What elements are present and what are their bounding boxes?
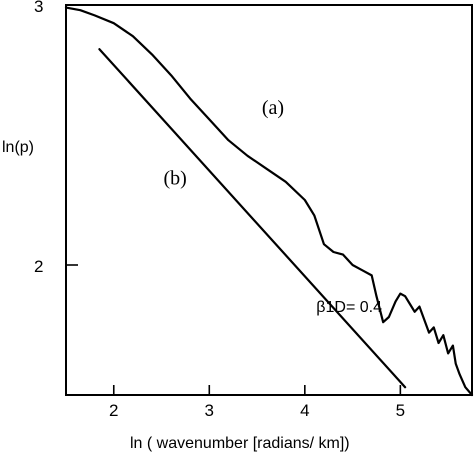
series-a-line — [64, 6, 474, 397]
y-tick-label: 3 — [34, 0, 43, 16]
annotation-b: (b) — [163, 167, 186, 189]
x-tick-label: 5 — [396, 401, 405, 420]
x-tick-label: 3 — [205, 401, 214, 420]
y-tick-label: 2 — [34, 257, 43, 276]
plot-frame — [65, 4, 473, 396]
x-tick-label: 4 — [300, 401, 309, 420]
series-b-line — [98, 48, 407, 389]
x-axis-label: ln ( wavenumber [radians/ km]) — [130, 435, 350, 452]
y-axis-label: ln(p) — [2, 139, 34, 156]
x-tick-label: 2 — [109, 401, 118, 420]
tick-labels: 2 3 4 5 2 3 — [34, 0, 405, 420]
axis-ticks — [66, 4, 402, 395]
annotation-beta: β1D= 0.4 — [316, 299, 382, 316]
annotation-a: (a) — [262, 97, 284, 119]
series-layer — [64, 6, 474, 397]
